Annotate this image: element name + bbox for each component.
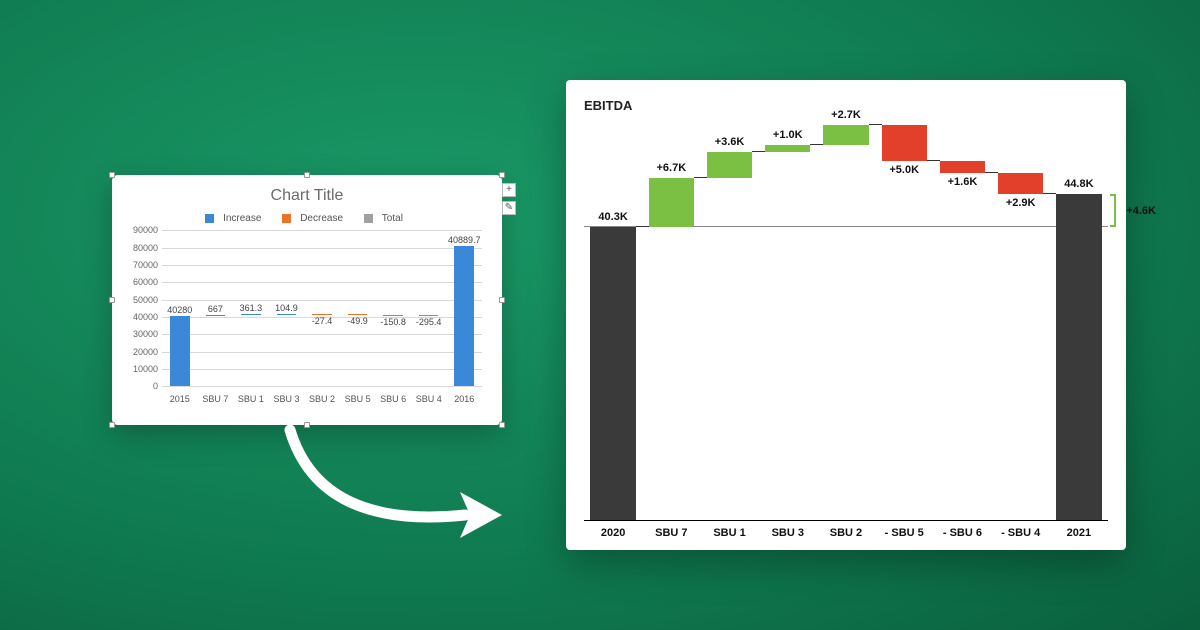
left-bar xyxy=(277,314,297,315)
right-x-tick: SBU 1 xyxy=(700,527,758,539)
left-y-tick: 10000 xyxy=(124,364,158,374)
left-bar xyxy=(206,315,226,316)
left-y-tick: 70000 xyxy=(124,260,158,270)
right-bar-label: +1.0K xyxy=(773,129,803,141)
left-bar xyxy=(312,314,332,315)
right-x-tick: SBU 3 xyxy=(759,527,817,539)
right-chart-card: EBITDA 40.3K+6.7K+3.6K+1.0K+2.7K+5.0K+1.… xyxy=(566,80,1126,550)
left-x-tick: 2016 xyxy=(447,394,483,404)
left-x-tick: 2015 xyxy=(162,394,198,404)
right-bar xyxy=(940,161,985,173)
left-y-tick: 90000 xyxy=(124,225,158,235)
transform-arrow xyxy=(270,420,530,560)
left-bar-label: 361.3 xyxy=(240,303,263,313)
right-bar-label: 40.3K xyxy=(598,211,627,223)
right-bar-label: +2.9K xyxy=(1006,197,1036,209)
left-bar xyxy=(454,246,474,386)
legend-total-swatch xyxy=(364,214,373,223)
left-x-tick: SBU 5 xyxy=(340,394,376,404)
left-bar-label: 667 xyxy=(208,304,223,314)
right-x-tick: 2020 xyxy=(584,527,642,539)
left-chart-xlabels: 2015SBU 7SBU 1SBU 3SBU 2SBU 5SBU 6SBU 42… xyxy=(162,394,482,404)
left-x-tick: SBU 3 xyxy=(269,394,305,404)
right-x-tick: 2021 xyxy=(1050,527,1108,539)
chart-plus-icon[interactable]: + xyxy=(502,183,516,197)
legend-total-label: Total xyxy=(382,213,403,224)
left-x-tick: SBU 4 xyxy=(411,394,447,404)
left-chart-legend: Increase Decrease Total xyxy=(128,213,486,224)
right-bar-label: +5.0K xyxy=(889,164,919,176)
right-bar-label: +1.6K xyxy=(948,176,978,188)
chart-brush-icon[interactable]: ✎ xyxy=(502,201,516,215)
right-delta-label: +4.6K xyxy=(1126,205,1156,217)
legend-increase-label: Increase xyxy=(223,213,261,224)
right-bar xyxy=(649,178,694,227)
left-x-tick: SBU 1 xyxy=(233,394,269,404)
left-y-tick: 40000 xyxy=(124,312,158,322)
right-bar-label: +3.6K xyxy=(715,136,745,148)
legend-increase-swatch xyxy=(205,214,214,223)
right-bar-label: 44.8K xyxy=(1064,178,1093,190)
right-bar-label: +2.7K xyxy=(831,109,861,121)
left-x-tick: SBU 6 xyxy=(375,394,411,404)
left-x-tick: SBU 2 xyxy=(304,394,340,404)
right-x-tick: - SBU 6 xyxy=(933,527,991,539)
right-x-tick: SBU 2 xyxy=(817,527,875,539)
left-bar-label: -295.4 xyxy=(416,317,442,327)
left-chart-card: + ✎ Chart Title Increase Decrease Total … xyxy=(112,175,502,425)
left-y-tick: 20000 xyxy=(124,347,158,357)
right-chart-xlabels: 2020SBU 7SBU 1SBU 3SBU 2- SBU 5- SBU 6- … xyxy=(584,527,1108,539)
left-bar-label: 40889.7 xyxy=(448,235,481,245)
right-x-tick: - SBU 5 xyxy=(875,527,933,539)
left-bar-label: -49.9 xyxy=(347,316,368,326)
right-bar-label: +6.7K xyxy=(656,162,686,174)
right-x-tick: SBU 7 xyxy=(642,527,700,539)
left-bar xyxy=(170,316,190,386)
left-bar xyxy=(241,314,261,315)
left-y-tick: 80000 xyxy=(124,243,158,253)
left-bar-label: 104.9 xyxy=(275,303,298,313)
right-bar xyxy=(882,125,927,161)
right-bar xyxy=(590,227,635,520)
left-bar-label: -150.8 xyxy=(380,317,406,327)
right-bar xyxy=(823,125,868,145)
right-bar xyxy=(707,152,752,178)
left-x-tick: SBU 7 xyxy=(198,394,234,404)
right-x-tick: - SBU 4 xyxy=(992,527,1050,539)
legend-decrease-swatch xyxy=(282,214,291,223)
left-bar-label: -27.4 xyxy=(312,316,333,326)
legend-decrease-label: Decrease xyxy=(300,213,343,224)
right-bar xyxy=(998,173,1043,194)
right-bar xyxy=(765,145,810,152)
right-bar xyxy=(1056,194,1101,520)
left-y-tick: 30000 xyxy=(124,329,158,339)
left-bar xyxy=(383,315,403,316)
left-y-tick: 0 xyxy=(124,381,158,391)
left-y-tick: 50000 xyxy=(124,295,158,305)
left-chart-title: Chart Title xyxy=(128,187,486,205)
left-chart-plot: 2015SBU 7SBU 1SBU 3SBU 2SBU 5SBU 6SBU 42… xyxy=(162,230,482,400)
left-bar xyxy=(419,315,439,316)
left-y-tick: 60000 xyxy=(124,277,158,287)
left-bar-label: 40280 xyxy=(167,305,192,315)
left-bar xyxy=(348,314,368,315)
right-chart-plot: 40.3K+6.7K+3.6K+1.0K+2.7K+5.0K+1.6K+2.9K… xyxy=(584,121,1108,521)
chart-side-buttons: + ✎ xyxy=(502,183,516,215)
